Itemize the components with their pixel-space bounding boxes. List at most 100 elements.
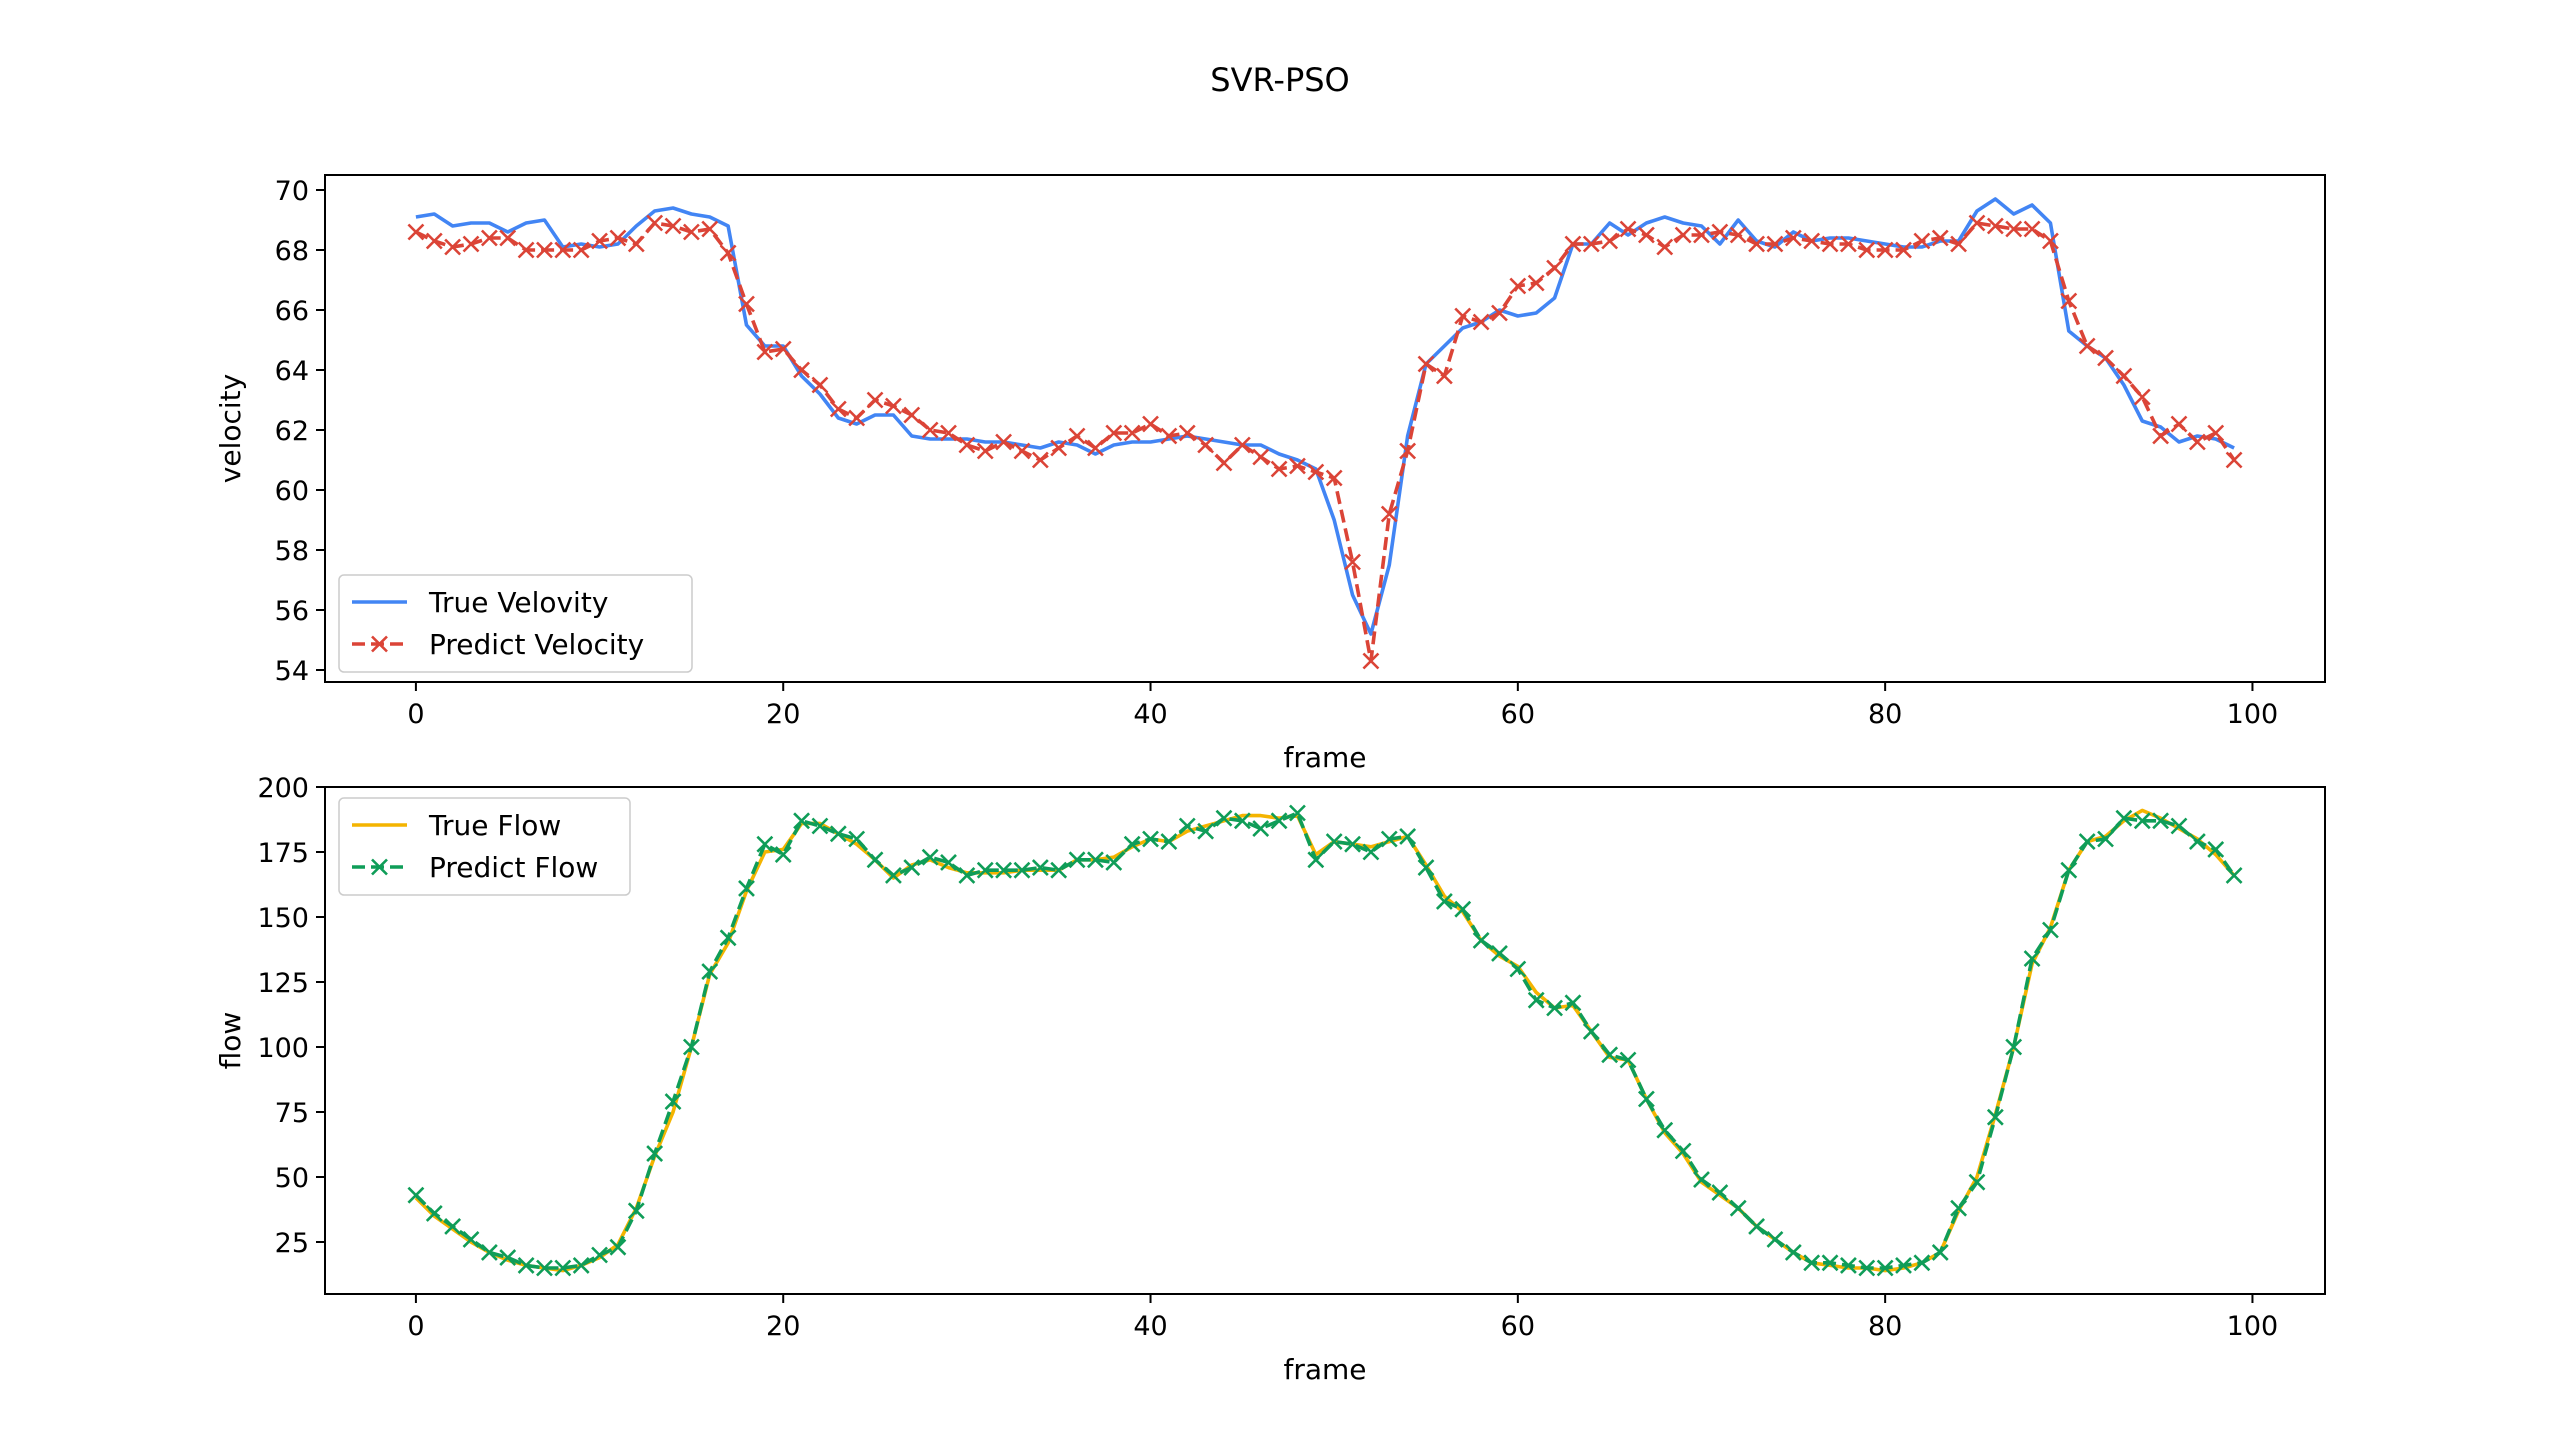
- velocity-panel: 0 20 40 60 80 100 54 56 58 60 62 64 66 68 70 frame veloc…: [214, 174, 2326, 774]
- velocity-data-point: [1693, 226, 1710, 244]
- velocity-data-point: [1197, 436, 1215, 454]
- velocity-data-point: [1472, 313, 1490, 331]
- flow-data-point: [1711, 1184, 1729, 1202]
- velocity-data-point: [1215, 454, 1233, 472]
- flow-data-point: [1913, 1254, 1931, 1272]
- flow-data-point: [1858, 1259, 1876, 1277]
- velocity-y-tick-label: 64: [275, 356, 309, 387]
- velocity-legend-label: True Velovity: [428, 586, 608, 619]
- flow-data-point: [480, 1243, 498, 1261]
- velocity-data-point: [2042, 232, 2059, 250]
- flow-data-point: [719, 929, 737, 947]
- flow-legend-box: [338, 797, 631, 896]
- velocity-data-point: [1435, 367, 1453, 385]
- flow-data-point: [1123, 835, 1141, 853]
- flow-data-point: [1601, 1046, 1619, 1064]
- velocity-data-point: [940, 424, 957, 442]
- flow-y-tick-label: 125: [257, 968, 309, 999]
- flow-data-point: [1252, 820, 1270, 838]
- flow-data-point: [903, 859, 921, 877]
- velocity-data-point: [2152, 427, 2170, 445]
- velocity-data-point: [2133, 388, 2151, 406]
- velocity-data-point: [517, 241, 535, 259]
- flow-data-point: [774, 846, 792, 864]
- velocity-data-point: [407, 223, 425, 241]
- velocity-data-point: [1362, 652, 1380, 670]
- velocity-y-axis-label: velocity: [214, 374, 247, 483]
- flow-data-point: [958, 866, 976, 884]
- flow-legend-label: True Flow: [428, 809, 561, 842]
- velocity-data-point: [1546, 259, 1563, 277]
- velocity-data-point: [793, 361, 811, 379]
- velocity-data-point: [1123, 424, 1141, 442]
- velocity-data-point: [682, 223, 700, 241]
- flow-data-point: [1417, 859, 1435, 877]
- flow-data-point: [1748, 1217, 1766, 1235]
- velocity-data-point: [719, 244, 737, 262]
- flow-data-point: [2188, 833, 2206, 851]
- velocity-data-point: [1050, 439, 1068, 457]
- velocity-data-point: [1656, 238, 1674, 256]
- velocity-data-point: [2005, 220, 2023, 238]
- velocity-data-point: [1270, 460, 1288, 478]
- flow-x-tick-label: 80: [1868, 1311, 1902, 1342]
- flow-data-point: [1233, 812, 1251, 830]
- flow-data-point: [738, 879, 755, 897]
- velocity-x-tick-label: 0: [407, 699, 424, 730]
- velocity-data-point: [2188, 433, 2206, 451]
- flow-data-point: [1564, 994, 1582, 1012]
- flow-series-line-predict: [414, 811, 2236, 1270]
- flow-legend: True Flow Predict Flow: [338, 797, 631, 896]
- velocity-data-point: [2207, 424, 2225, 442]
- velocity-y-tick-label: 66: [275, 296, 309, 327]
- velocity-data-point: [774, 340, 792, 358]
- flow-data-point: [1105, 853, 1123, 871]
- velocity-data-point: [1087, 439, 1104, 457]
- flow-data-point: [1362, 843, 1380, 861]
- flow-data-point: [1931, 1243, 1949, 1261]
- flow-data-point: [2115, 809, 2133, 827]
- velocity-data-point: [756, 343, 774, 361]
- flow-data-point: [884, 866, 902, 884]
- velocity-data-point: [1913, 232, 1931, 250]
- flow-data-point: [2023, 950, 2041, 968]
- flow-data-point: [2152, 812, 2170, 830]
- flow-data-point: [591, 1246, 608, 1264]
- velocity-data-point: [2225, 451, 2243, 469]
- velocity-data-point: [1160, 427, 1178, 445]
- flow-data-point: [940, 853, 957, 871]
- flow-data-point: [2225, 866, 2243, 884]
- flow-data-point: [1637, 1090, 1655, 1108]
- velocity-data-point: [1858, 241, 1876, 259]
- velocity-data-point: [811, 376, 829, 394]
- velocity-x-tick-label: 80: [1868, 699, 1902, 730]
- velocity-data-point: [1380, 505, 1398, 523]
- flow-series-line-true: [414, 808, 2236, 1273]
- velocity-data-point: [1784, 229, 1802, 247]
- flow-data-point: [1270, 812, 1288, 830]
- flow-data-point: [2097, 830, 2114, 848]
- flow-data-point: [1729, 1199, 1747, 1217]
- velocity-data-point: [2170, 415, 2188, 433]
- flow-data-point: [1619, 1051, 1637, 1069]
- velocity-data-point: [848, 409, 866, 427]
- velocity-y-tick-label: 70: [275, 176, 309, 207]
- flow-data-point: [1509, 960, 1527, 978]
- velocity-data-point: [903, 406, 921, 424]
- flow-data-point: [1582, 1022, 1600, 1040]
- velocity-data-point: [2078, 337, 2096, 355]
- flow-data-point: [444, 1217, 462, 1235]
- velocity-data-point: [1031, 451, 1049, 469]
- velocity-data-point: [1527, 274, 1545, 292]
- flow-x-tick-label: 20: [766, 1311, 800, 1342]
- velocity-y-tick-label: 54: [275, 656, 309, 687]
- flow-data-point: [572, 1256, 590, 1274]
- velocity-data-point: [1252, 448, 1270, 466]
- velocity-data-point: [1068, 427, 1086, 445]
- velocity-data-point: [1619, 220, 1637, 238]
- velocity-data-point: [591, 232, 608, 250]
- flow-data-point: [829, 825, 847, 843]
- velocity-data-point: [1509, 277, 1527, 295]
- velocity-data-point: [2060, 292, 2078, 310]
- velocity-data-point: [1491, 304, 1508, 322]
